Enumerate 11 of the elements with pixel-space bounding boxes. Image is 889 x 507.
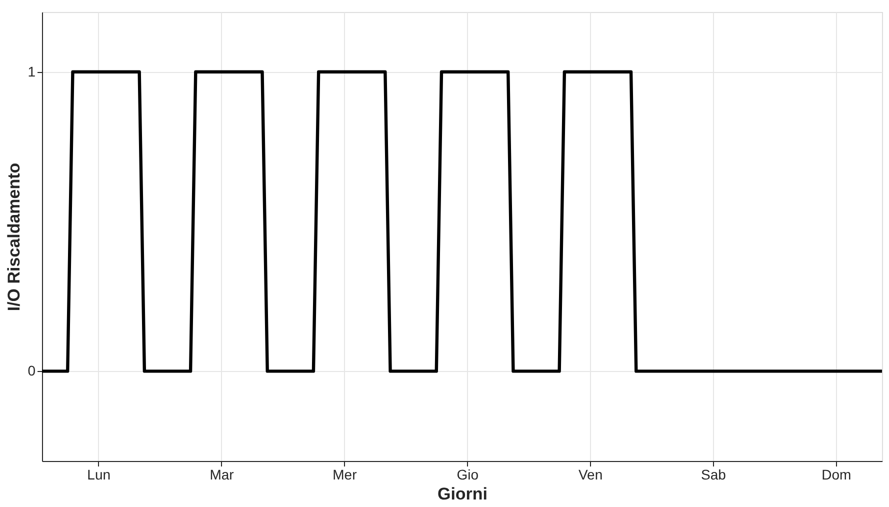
x-tick-label: Gio bbox=[456, 466, 479, 482]
x-tick-label: Mar bbox=[210, 466, 234, 482]
x-tick-label: Lun bbox=[87, 466, 111, 482]
x-tick-label: Ven bbox=[578, 466, 603, 482]
x-tick-label: Mer bbox=[332, 466, 358, 482]
y-axis-title: I/O Riscaldamento bbox=[4, 162, 24, 312]
y-tick-label: 1 bbox=[28, 63, 36, 80]
x-tick-label: Sab bbox=[701, 466, 726, 482]
y-tick-label: 0 bbox=[28, 362, 36, 379]
x-axis-title: Giorni bbox=[437, 484, 488, 504]
x-tick-label: Dom bbox=[822, 466, 852, 482]
